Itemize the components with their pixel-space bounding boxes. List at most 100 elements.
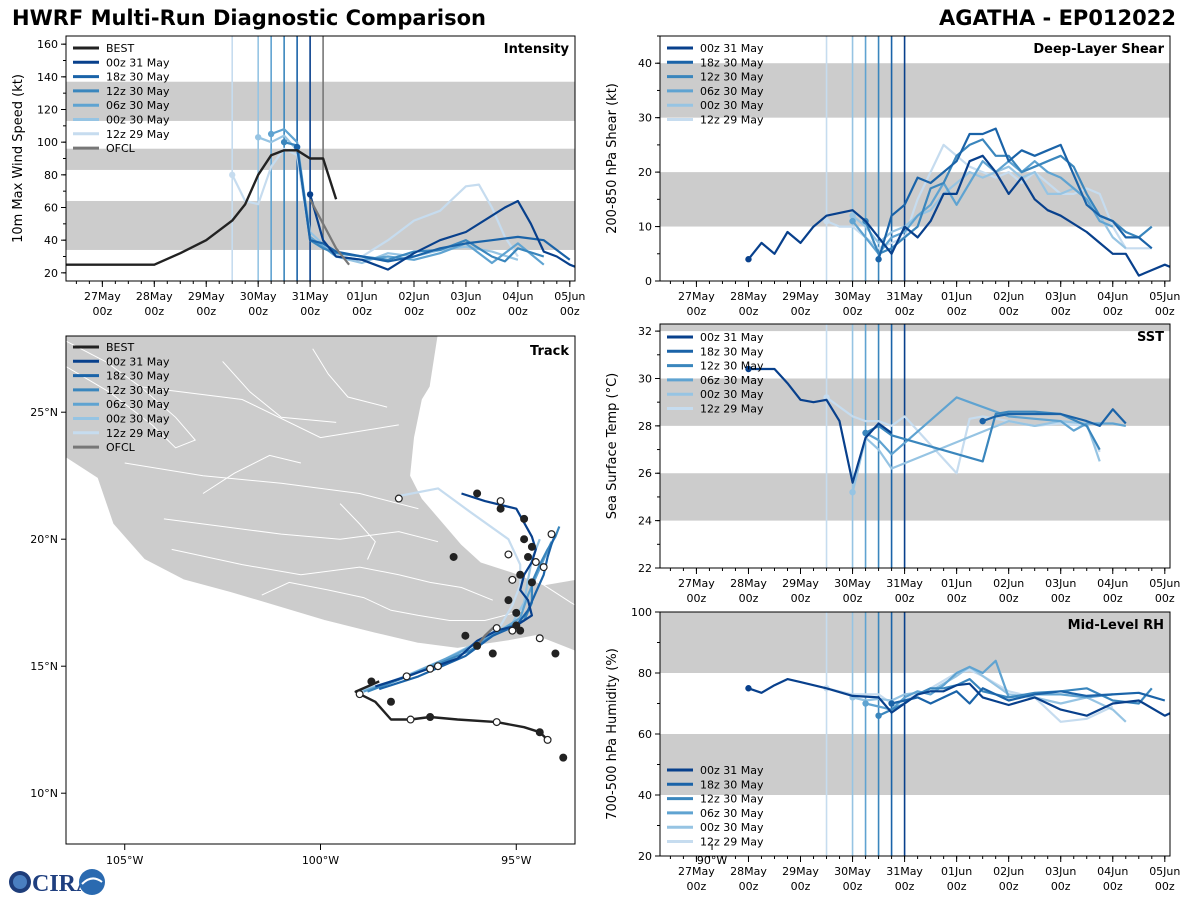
x-tick-label: 03Jun xyxy=(1045,290,1076,303)
legend-label: 12z 30 May xyxy=(106,384,170,397)
legend-label: 00z 31 May xyxy=(106,56,170,69)
x-tick-sublabel: 00z xyxy=(895,592,915,605)
track-marker-open xyxy=(492,624,501,633)
x-tick-label: 28May xyxy=(730,577,767,590)
shaded-band-2 xyxy=(66,81,575,121)
series-line-4 xyxy=(257,134,519,265)
x-tick-sublabel: 00z xyxy=(687,592,707,605)
y-tick-label: 20 xyxy=(638,166,652,179)
legend-label: 06z 30 May xyxy=(700,807,764,820)
x-tick-sublabel: 00z xyxy=(404,305,424,318)
state-border-line xyxy=(163,518,439,543)
x-tick-sublabel: 00z xyxy=(895,305,915,318)
legend-label: 12z 29 May xyxy=(106,427,170,440)
legend-label: 00z 31 May xyxy=(700,331,764,344)
y-tick-label: 60 xyxy=(44,202,58,215)
state-border-line xyxy=(171,548,493,601)
y-axis-label: 10m Max Wind Speed (kt) xyxy=(11,74,26,243)
legend-label: OFCL xyxy=(106,142,136,155)
x-tick-label: 28May xyxy=(730,865,767,878)
panel-sst: 22 24 26 28 30 32 27May 00z 28May 00z 29May 00z 30Ma… xyxy=(605,323,1180,605)
track-marker-open xyxy=(394,494,403,503)
series-start-point-4 xyxy=(254,134,262,141)
y-tick-label: 40 xyxy=(638,789,652,802)
x-tick-label: 30May xyxy=(834,290,871,303)
state-border-line xyxy=(743,684,806,704)
x-tick-sublabel: 00z xyxy=(739,880,759,893)
legend-label: 12z 29 May xyxy=(106,128,170,141)
series-line-0 xyxy=(309,194,575,271)
legend-label: 12z 29 May xyxy=(700,403,764,416)
x-tick-sublabel: 00z xyxy=(248,305,268,318)
x-tick-label: 03Jun xyxy=(1045,577,1076,590)
plot-area-sst xyxy=(660,324,1170,568)
track-marker-filled xyxy=(516,570,525,579)
x-tick-sublabel: 00z xyxy=(1051,305,1071,318)
x-tick-sublabel: 00z xyxy=(843,592,863,605)
track-marker-filled xyxy=(473,641,482,650)
track-marker-open xyxy=(426,664,435,673)
x-tick-sublabel: 00z xyxy=(1155,880,1175,893)
x-tick-sublabel: 00z xyxy=(196,305,216,318)
x-tick-label: 02Jun xyxy=(993,865,1024,878)
x-tick-sublabel: 00z xyxy=(1051,592,1071,605)
legend-label: 00z 30 May xyxy=(106,413,170,426)
y-tick-label: 80 xyxy=(638,667,652,680)
x-tick-label: 05Jun xyxy=(1149,290,1180,303)
series-start-point-4 xyxy=(849,488,856,496)
best-track-line xyxy=(354,680,549,741)
x-tick-label: 02Jun xyxy=(993,577,1024,590)
x-tick-label: 01Jun xyxy=(941,865,972,878)
best-track-marker-open xyxy=(492,718,501,727)
legend-label: BEST xyxy=(106,341,134,354)
y-axis-label: Sea Surface Temp (°C) xyxy=(605,373,620,520)
legend-label: 12z 30 May xyxy=(700,360,764,373)
x-tick-sublabel: 00z xyxy=(791,880,811,893)
legend-label: 06z 30 May xyxy=(700,85,764,98)
y-tick-label: 32 xyxy=(638,325,652,338)
series-start-point-5 xyxy=(229,171,236,179)
x-tick-label: 105°W xyxy=(106,854,143,867)
x-tick-sublabel: 00z xyxy=(508,305,528,318)
series-start-point-3 xyxy=(862,700,869,707)
x-tick-sublabel: 00z xyxy=(687,880,707,893)
x-tick-label: 02Jun xyxy=(993,290,1024,303)
track-series-line-1 xyxy=(378,533,557,691)
series-start-point-4 xyxy=(849,212,856,219)
mexico-land xyxy=(66,336,575,652)
best-track-marker-filled xyxy=(535,728,544,737)
x-tick-sublabel: 00z xyxy=(791,592,811,605)
series-line-1 xyxy=(982,408,1127,427)
series-start-point-1 xyxy=(875,256,882,263)
state-border-line xyxy=(124,462,419,510)
state-border-line xyxy=(339,503,376,560)
y-axis-label: 200-850 hPa Shear (kt) xyxy=(605,83,620,234)
legend-label: 12z 30 May xyxy=(700,793,764,806)
x-tick-label: 30May xyxy=(834,577,871,590)
x-tick-label: 31May xyxy=(886,290,923,303)
y-tick-label: 26 xyxy=(638,467,652,480)
map-area xyxy=(66,336,806,787)
best-track-marker-open xyxy=(543,735,552,744)
best-track-marker-filled xyxy=(386,697,395,706)
track-marker-filled xyxy=(449,552,458,561)
x-tick-sublabel: 00z xyxy=(999,592,1019,605)
x-tick-sublabel: 00z xyxy=(739,592,759,605)
x-tick-label: 05Jun xyxy=(554,290,585,303)
panel-intensity: 20 40 60 80 100 120 140 160 27May 00z 28May 00z 29Ma… xyxy=(11,35,585,318)
x-tick-label: 31May xyxy=(292,290,329,303)
y-tick-label: 0 xyxy=(645,275,652,288)
legend-label: 18z 30 May xyxy=(106,71,170,84)
x-tick-sublabel: 00z xyxy=(791,305,811,318)
legend-label: 18z 30 May xyxy=(700,345,764,358)
x-tick-label: 30May xyxy=(834,865,871,878)
track-marker-open xyxy=(504,550,513,559)
legend-label: 06z 30 May xyxy=(700,374,764,387)
series-line-1 xyxy=(877,127,1153,260)
x-tick-label: 05Jun xyxy=(1149,577,1180,590)
shaded-band-2 xyxy=(660,324,1170,332)
x-tick-sublabel: 00z xyxy=(144,305,164,318)
y-tick-label: 160 xyxy=(37,38,58,51)
y-tick-label: 30 xyxy=(638,372,652,385)
